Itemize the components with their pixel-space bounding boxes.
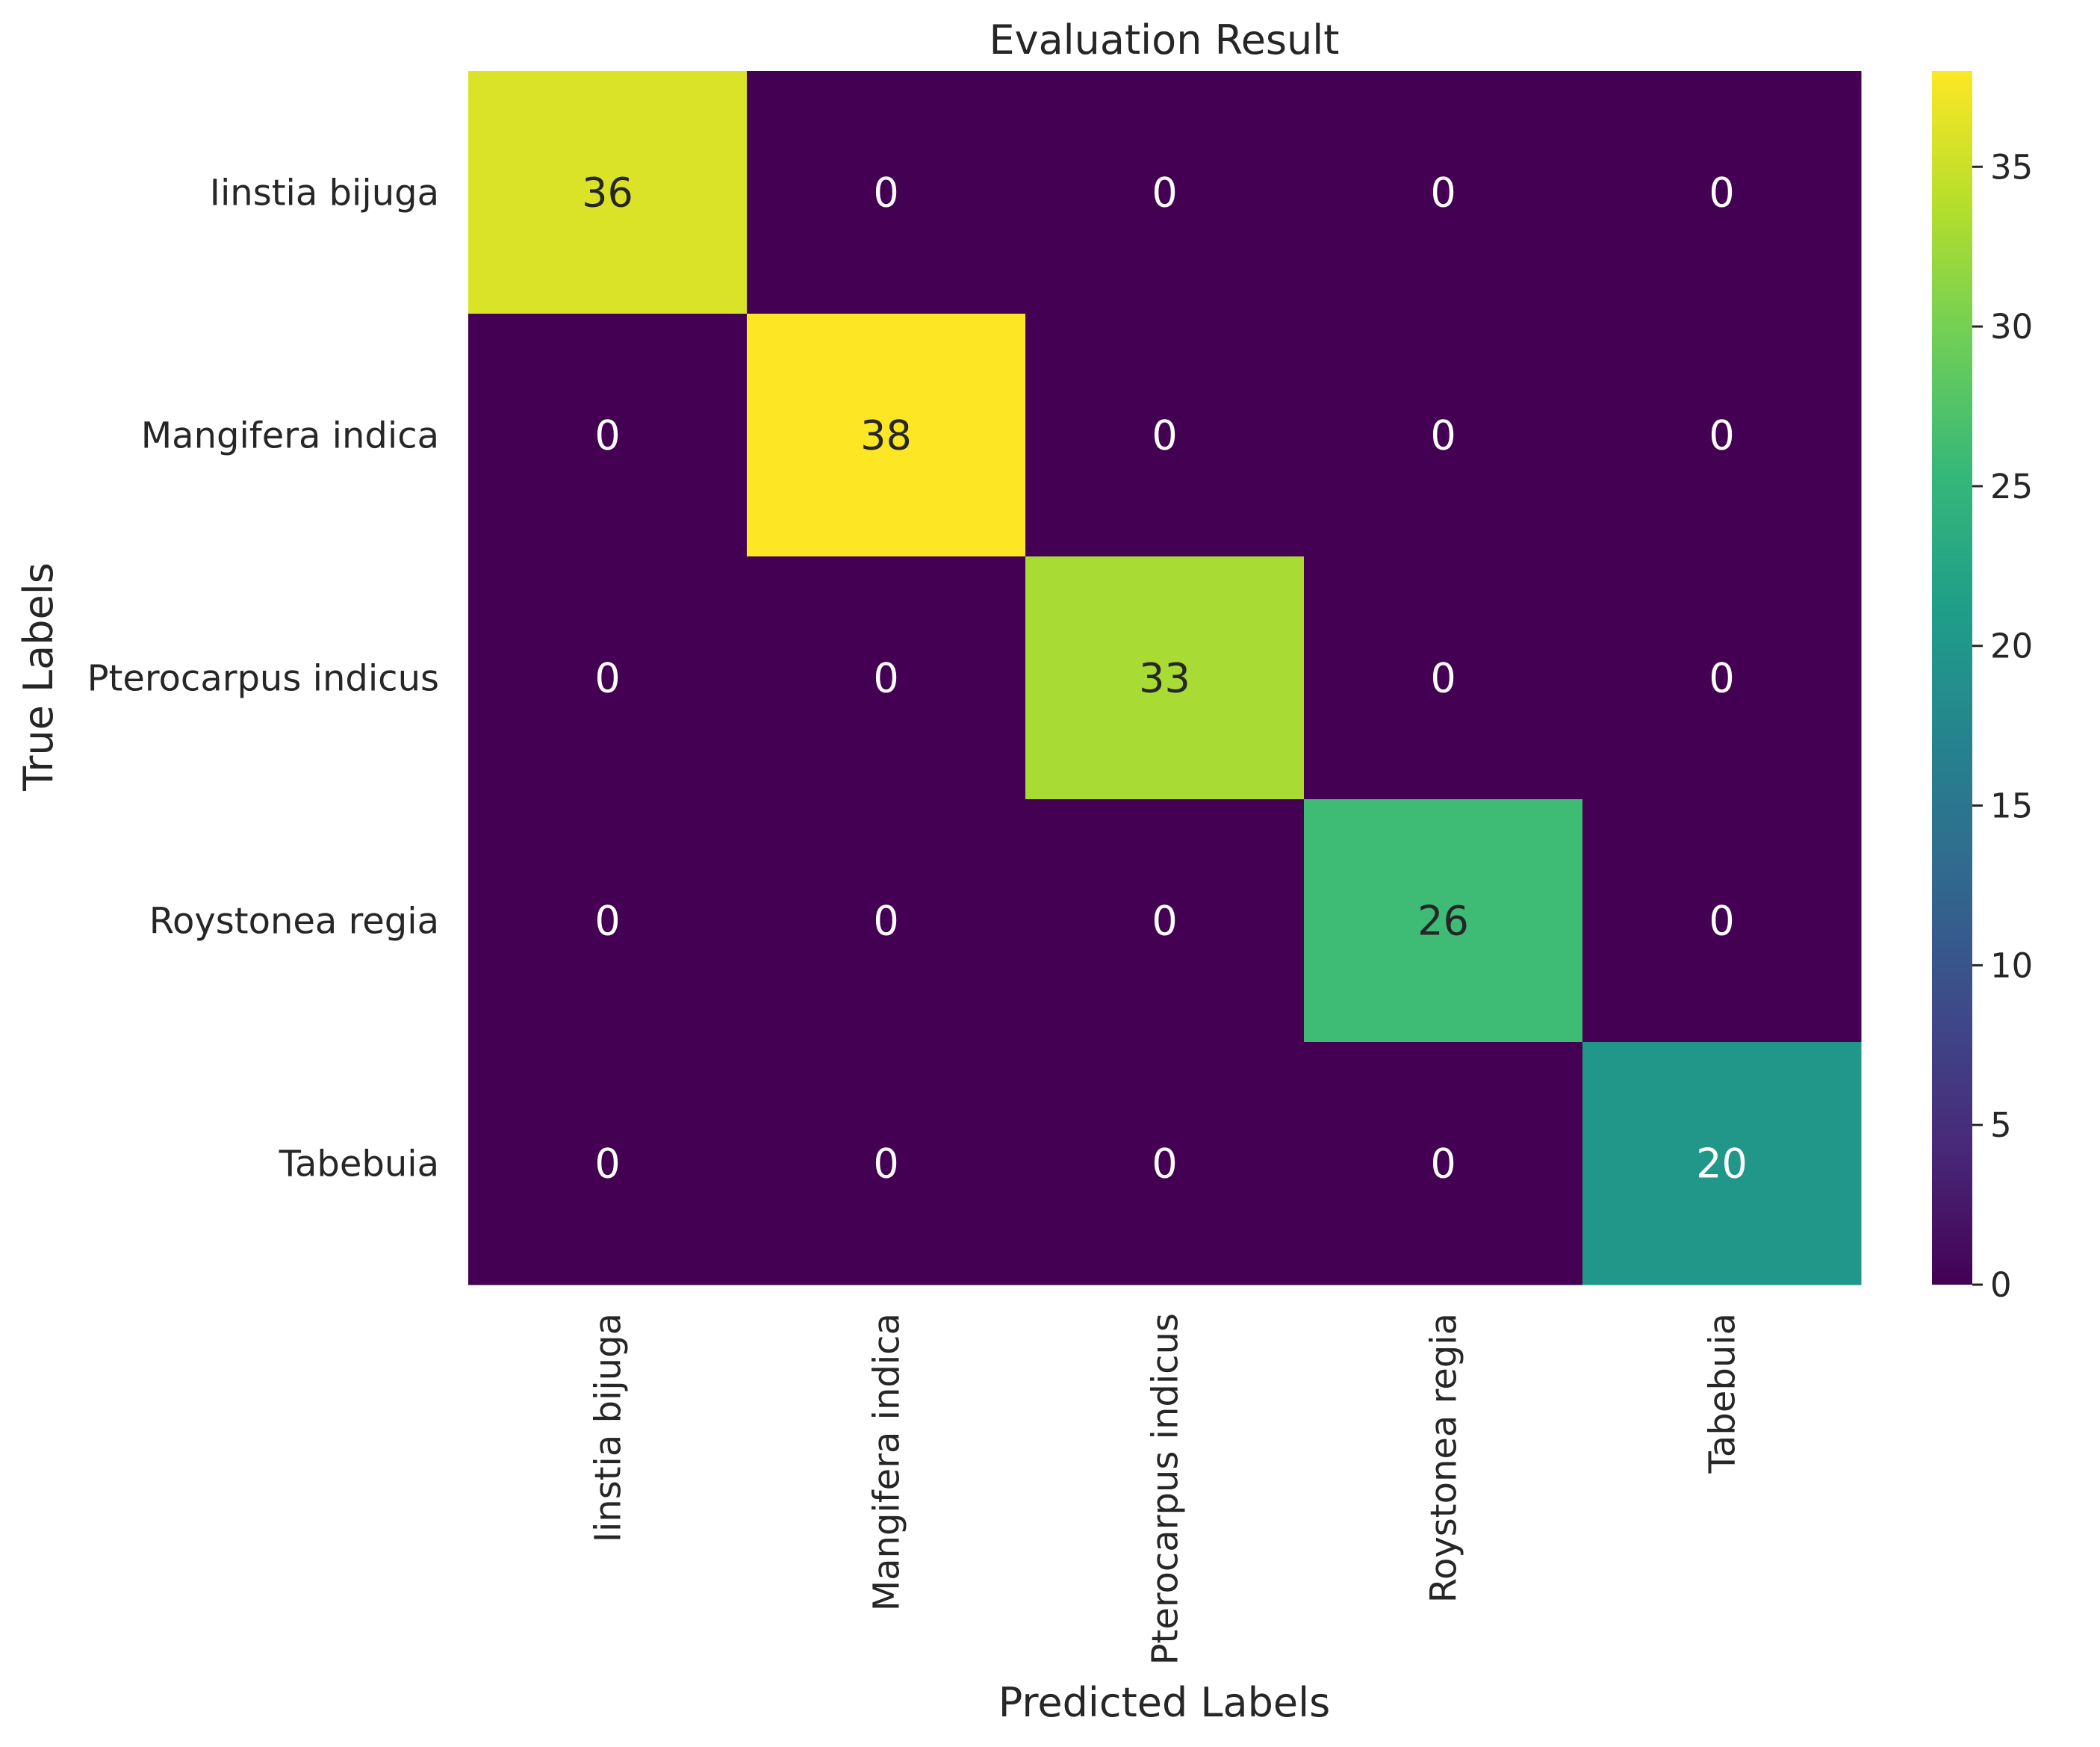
- y-tick-label: Mangifera indica: [141, 415, 439, 457]
- heatmap-cell: [747, 1042, 1026, 1285]
- cell-value-label: 38: [860, 412, 912, 459]
- y-tick-label: Iinstia bijuga: [210, 173, 439, 214]
- heatmap-grid: 36 0 0 0 0 0 38 0 0 0 0 0 33 0 0 0 0 0 26 0 0 0 0 0 20: [468, 71, 1862, 1285]
- chart-title: Evaluation Result: [990, 16, 1340, 63]
- x-axis-ticks: Iinstia bijuga Mangifera indica Pterocarpu…: [588, 1313, 1744, 1665]
- cell-value-label: 0: [1430, 655, 1456, 702]
- heatmap-cell: [747, 556, 1026, 800]
- cell-value-label: 0: [1709, 655, 1734, 702]
- heatmap-cell: [1025, 314, 1305, 557]
- x-tick-label: Pterocarpus indicus: [1145, 1313, 1187, 1665]
- cell-value-label: 0: [873, 898, 898, 945]
- colorbar: [1932, 71, 1972, 1285]
- heatmap-cell: [1025, 556, 1305, 800]
- colorbar-tick-label: 30: [1990, 307, 2033, 347]
- heatmap-cell: [1304, 1042, 1583, 1285]
- colorbar-tick-label: 5: [1990, 1105, 2012, 1145]
- cell-value-label: 0: [873, 170, 898, 217]
- colorbar-tick-label: 0: [1990, 1265, 2012, 1305]
- heatmap-cell: [747, 314, 1026, 557]
- heatmap-cell: [1582, 556, 1862, 800]
- heatmap-cell: [468, 799, 748, 1043]
- heatmap-cell: [468, 1042, 748, 1285]
- y-tick-label: Roystonea regia: [149, 901, 439, 943]
- heatmap-cell: [1582, 314, 1862, 557]
- cell-value-label: 0: [1152, 1141, 1177, 1188]
- cell-value-label: 0: [1152, 170, 1177, 217]
- heatmap-cell: [1304, 556, 1583, 800]
- cell-value-label: 0: [1430, 412, 1456, 459]
- colorbar-tick-label: 15: [1990, 786, 2033, 826]
- heatmap-cell: [1304, 314, 1583, 557]
- heatmap-cell: [1025, 71, 1305, 314]
- heatmap-cell: [468, 314, 748, 557]
- colorbar-ticks: 0 5 10 15 20 25 30 35: [1972, 147, 2033, 1305]
- heatmap-cell: [1582, 799, 1862, 1043]
- cell-value-label: 0: [1430, 1141, 1456, 1188]
- x-tick-label: Tabebuia: [1702, 1313, 1744, 1474]
- y-tick-label: Tabebuia: [279, 1144, 439, 1185]
- y-axis-label: True Labels: [15, 562, 62, 792]
- heatmap-cell: [1582, 1042, 1862, 1285]
- x-axis-label: Predicted Labels: [998, 1679, 1330, 1726]
- cell-value-label: 0: [594, 412, 620, 459]
- cell-value-label: 0: [873, 655, 898, 702]
- heatmap-cell: [1304, 799, 1583, 1043]
- x-tick-label: Roystonea regia: [1423, 1313, 1465, 1603]
- cell-value-label: 0: [594, 655, 620, 702]
- x-tick-label: Iinstia bijuga: [588, 1313, 630, 1542]
- colorbar-tick-label: 25: [1990, 467, 2033, 506]
- cell-value-label: 0: [1152, 412, 1177, 459]
- y-tick-label: Pterocarpus indicus: [87, 658, 439, 700]
- cell-value-label: 20: [1696, 1141, 1748, 1188]
- heatmap-cell: [1582, 71, 1862, 314]
- colorbar-tick-label: 35: [1990, 147, 2033, 187]
- cell-value-label: 0: [1709, 898, 1734, 945]
- cell-value-label: 0: [594, 898, 620, 945]
- cell-value-label: 0: [594, 1141, 620, 1188]
- cell-value-label: 33: [1139, 655, 1190, 702]
- heatmap-cell: [747, 799, 1026, 1043]
- colorbar-tick-label: 10: [1990, 946, 2033, 985]
- heatmap-cell: [468, 71, 748, 314]
- cell-value-label: 26: [1417, 898, 1469, 945]
- y-axis-ticks: Iinstia bijuga Mangifera indica Pterocarpu…: [87, 173, 439, 1185]
- cell-value-label: 0: [1709, 412, 1734, 459]
- heatmap-cell: [468, 556, 748, 800]
- heatmap-cell: [747, 71, 1026, 314]
- cell-value-label: 0: [1709, 170, 1734, 217]
- heatmap-cell: [1025, 1042, 1305, 1285]
- cell-value-label: 36: [582, 170, 633, 217]
- cell-value-label: 0: [1152, 898, 1177, 945]
- colorbar-tick-label: 20: [1990, 627, 2033, 666]
- heatmap-cell: [1025, 799, 1305, 1043]
- x-tick-label: Mangifera indica: [866, 1313, 908, 1611]
- cell-value-label: 0: [873, 1141, 898, 1188]
- cell-value-label: 0: [1430, 170, 1456, 217]
- heatmap-cell: [1304, 71, 1583, 314]
